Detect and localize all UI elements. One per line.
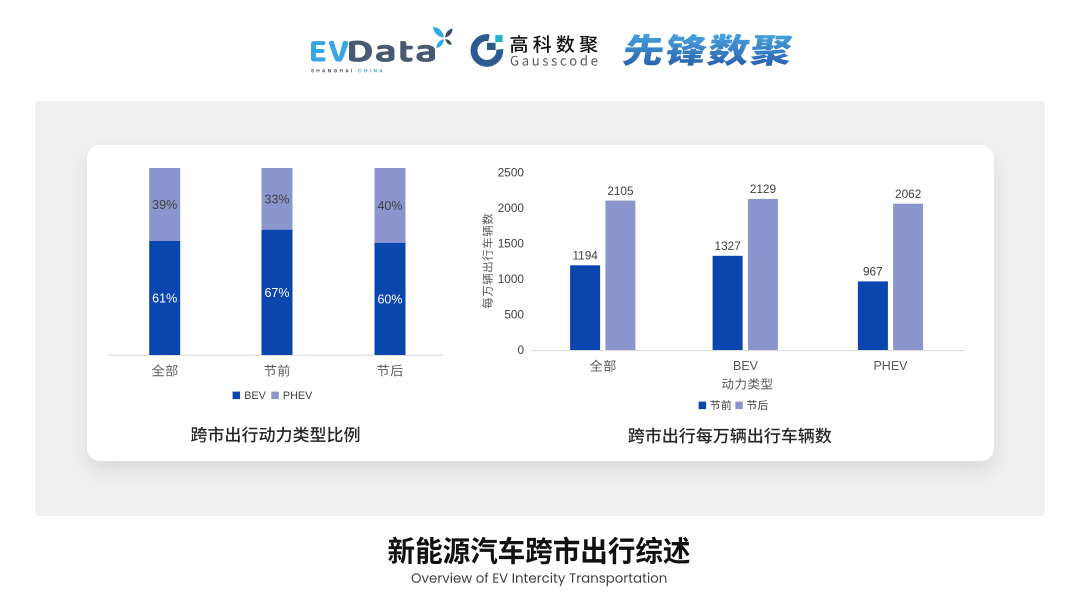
- svg-text:967: 967: [863, 265, 883, 279]
- svg-text:2129: 2129: [750, 182, 776, 196]
- svg-text:1500: 1500: [498, 237, 525, 251]
- svg-text:PHEV: PHEV: [873, 359, 908, 373]
- svg-text:BEV: BEV: [244, 390, 266, 402]
- svg-text:40%: 40%: [377, 199, 402, 213]
- svg-text:61%: 61%: [152, 291, 177, 305]
- svg-text:1000: 1000: [498, 272, 525, 286]
- svg-text:1194: 1194: [572, 248, 598, 262]
- svg-text:33%: 33%: [264, 192, 289, 206]
- svg-text:2062: 2062: [895, 187, 921, 201]
- svg-text:0: 0: [517, 343, 524, 357]
- svg-text:BEV: BEV: [733, 359, 759, 373]
- svg-text:60%: 60%: [377, 292, 402, 306]
- svg-text:500: 500: [504, 308, 524, 322]
- svg-text:67%: 67%: [264, 286, 289, 300]
- svg-text:2000: 2000: [498, 201, 525, 215]
- svg-text:PHEV: PHEV: [283, 390, 313, 402]
- svg-text:39%: 39%: [152, 198, 177, 212]
- svg-text:2105: 2105: [607, 184, 634, 198]
- svg-text:2500: 2500: [498, 166, 525, 180]
- svg-text:1327: 1327: [715, 239, 741, 253]
